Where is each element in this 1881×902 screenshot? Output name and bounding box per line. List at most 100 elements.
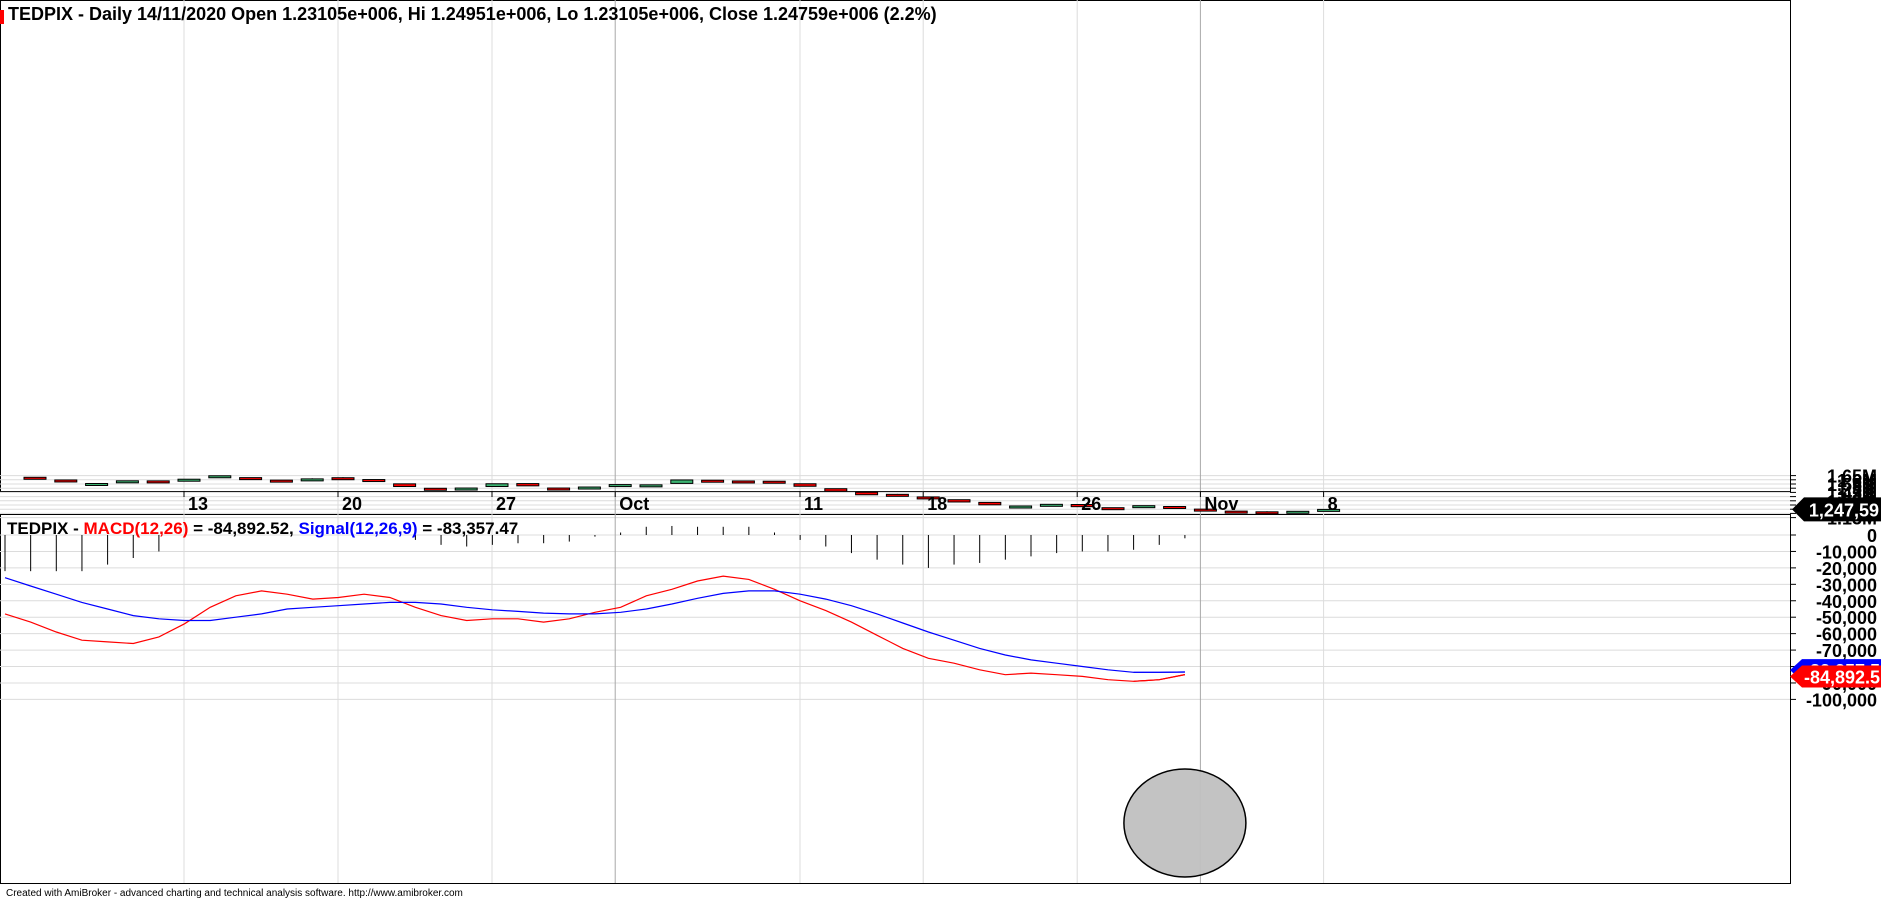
candle	[239, 477, 263, 481]
candle	[1009, 505, 1033, 509]
macd-label: MACD(12,26)	[84, 519, 189, 538]
candle-body	[423, 487, 447, 491]
candle-body	[146, 480, 170, 484]
candle	[577, 486, 601, 490]
macd-line	[4, 575, 1186, 682]
signal-line	[4, 577, 1185, 673]
candle-body	[1317, 508, 1341, 512]
candle	[670, 479, 694, 484]
date-label: 18	[927, 494, 947, 514]
candle-body	[115, 480, 139, 484]
candle-body	[1101, 507, 1125, 511]
candle-body	[362, 479, 386, 483]
macd-plot	[4, 525, 1247, 878]
candle	[1070, 503, 1094, 508]
candle	[54, 479, 78, 483]
signal-label: Signal(12,26,9)	[299, 519, 418, 538]
candle-body	[239, 477, 263, 481]
candle	[1132, 505, 1156, 509]
candle-body	[393, 483, 417, 488]
candle	[762, 480, 786, 484]
candle-body	[1009, 505, 1033, 509]
date-label: 20	[342, 494, 362, 514]
macd-axis-label: -30,000	[1816, 575, 1877, 595]
candle-body	[485, 483, 509, 488]
candle	[1286, 510, 1310, 514]
last-price-tag	[1792, 497, 1881, 522]
candle	[547, 487, 571, 491]
price-axis-label: 1.6M	[1837, 471, 1877, 491]
candle	[731, 480, 755, 484]
candle	[855, 491, 879, 496]
candle-body	[1163, 506, 1187, 510]
date-label: 27	[496, 494, 516, 514]
candle	[516, 483, 540, 487]
candle	[885, 493, 909, 497]
date-label: 11	[804, 494, 823, 514]
footer-credit: Created with AmiBroker - advanced charti…	[6, 888, 463, 899]
candle	[485, 483, 509, 488]
macd-title: TEDPIX - MACD(12,26) = -84,892.52, Signa…	[7, 519, 518, 538]
candle	[701, 479, 725, 483]
date-label: Oct	[619, 494, 649, 514]
candle	[115, 480, 139, 484]
candle-body	[1286, 510, 1310, 514]
candle	[269, 479, 293, 483]
date-label: 8	[1328, 494, 1338, 514]
candle	[362, 479, 386, 483]
candle-body	[177, 478, 201, 482]
candle-body	[300, 478, 324, 482]
macd-axis-label: -20,000	[1816, 559, 1877, 579]
last-price-corner-marker	[0, 10, 4, 24]
macd-axis-label: 0	[1867, 526, 1877, 546]
price-panel-frame	[0, 0, 1791, 492]
macd-axis-label: -40,000	[1816, 592, 1877, 612]
candle-body	[1255, 511, 1279, 515]
date-label: Nov	[1204, 494, 1238, 514]
price-axis-label: 1.55M	[1827, 475, 1877, 495]
candle	[146, 480, 170, 484]
candle	[608, 484, 632, 488]
candle-body	[516, 483, 540, 487]
candle	[1255, 511, 1279, 515]
candle-body	[885, 493, 909, 497]
macd-last-value: -84,892.5	[1804, 668, 1880, 688]
candle-body	[1224, 510, 1248, 514]
price-axis-label: 1.65M	[1827, 467, 1877, 487]
candle-body	[824, 488, 848, 492]
price-axis-label: 1.5M	[1837, 479, 1877, 499]
candle	[23, 476, 47, 480]
candle-body	[855, 491, 879, 496]
candle-body	[1039, 503, 1063, 507]
candle	[1163, 506, 1187, 510]
candle-body	[639, 484, 663, 488]
candle	[208, 475, 232, 479]
candle-body	[1193, 508, 1217, 512]
candle-body	[731, 480, 755, 484]
date-label: 13	[188, 494, 208, 514]
signal-value: = -83,357.47	[418, 519, 519, 538]
price-candles	[0, 10, 1341, 515]
candle-body	[916, 496, 940, 500]
candle	[1039, 503, 1063, 507]
candle	[393, 483, 417, 488]
candle-body	[670, 479, 694, 484]
candle-body	[54, 479, 78, 483]
candle	[1101, 507, 1125, 511]
price-title: TEDPIX - Daily 14/11/2020 Open 1.23105e+…	[8, 4, 937, 24]
candle	[978, 501, 1002, 506]
candle	[1193, 508, 1217, 512]
candle	[454, 487, 478, 491]
macd-axis-label: -60,000	[1816, 625, 1877, 645]
axis-labels: 1.15M1.2M1.25M1.3M1.35M1.4M1.45M1.5M1.55…	[183, 467, 1881, 710]
candle	[1317, 508, 1341, 512]
candle	[1224, 510, 1248, 514]
candle-body	[208, 475, 232, 479]
candle	[423, 487, 447, 491]
macd-last-tag	[1790, 665, 1881, 688]
candle-body	[331, 477, 355, 481]
candle-body	[947, 499, 971, 503]
macd-value: = -84,892.52,	[188, 519, 298, 538]
candle-body	[608, 484, 632, 488]
